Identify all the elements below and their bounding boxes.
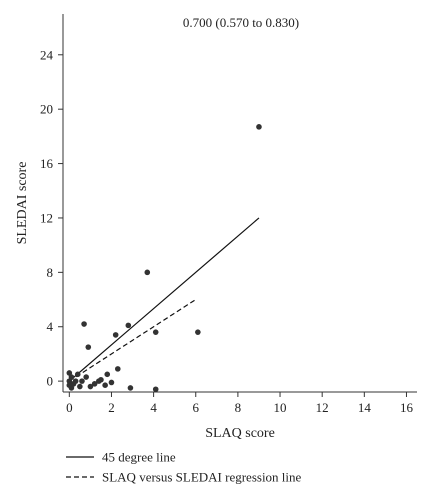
data-point	[152, 329, 159, 335]
x-tick-label: 12	[316, 400, 329, 415]
axes	[62, 14, 417, 393]
data-point	[98, 376, 104, 383]
x-tick-label: 6	[193, 400, 200, 415]
data-point	[125, 322, 132, 329]
regression-line	[68, 299, 197, 382]
x-tick-label: 10	[274, 400, 287, 415]
y-tick-label: 24	[40, 47, 54, 62]
legend: 45 degree line SLAQ versus SLEDAI regress…	[66, 450, 302, 485]
y-tick-label: 8	[47, 265, 54, 280]
data-point	[79, 378, 85, 384]
x-tick-label: 14	[358, 400, 372, 415]
data-point	[195, 329, 201, 335]
data-point	[152, 386, 159, 393]
degree-45-line	[68, 217, 260, 382]
data-point	[77, 383, 83, 390]
legend-label: 45 degree line	[102, 450, 176, 465]
correlation-annotation: 0.700 (0.570 to 0.830)	[183, 15, 299, 30]
x-tick-label: 0	[66, 400, 73, 415]
reference-lines	[68, 217, 260, 382]
data-point	[112, 332, 119, 338]
data-point	[66, 382, 73, 389]
data-point	[87, 383, 94, 390]
y-tick-label: 12	[40, 210, 53, 225]
x-tick-label: 2	[108, 400, 115, 415]
data-point	[104, 371, 111, 378]
data-point	[127, 385, 134, 391]
x-tick-label: 16	[400, 400, 414, 415]
y-tick-label: 0	[47, 374, 54, 389]
x-axis-label: SLAQ score	[205, 426, 275, 441]
data-point	[83, 374, 89, 380]
y-tick-label: 16	[40, 156, 54, 171]
data-point	[68, 374, 75, 380]
data-point	[74, 371, 81, 378]
x-tick-label: 8	[235, 400, 242, 415]
y-axis-label: SLEDAI score	[15, 162, 30, 245]
data-point	[91, 381, 98, 387]
data-point	[108, 379, 115, 386]
data-point	[144, 269, 151, 276]
data-point	[72, 378, 79, 384]
data-point	[81, 321, 87, 327]
data-points	[66, 124, 262, 393]
x-tick-label: 4	[150, 400, 157, 415]
legend-label: SLAQ versus SLEDAI regression line	[102, 470, 302, 485]
data-point	[114, 366, 121, 372]
data-point	[102, 382, 108, 389]
data-point	[256, 124, 262, 130]
y-tick-label: 20	[40, 102, 53, 117]
data-point	[85, 344, 92, 350]
y-tick-label: 4	[47, 319, 54, 334]
